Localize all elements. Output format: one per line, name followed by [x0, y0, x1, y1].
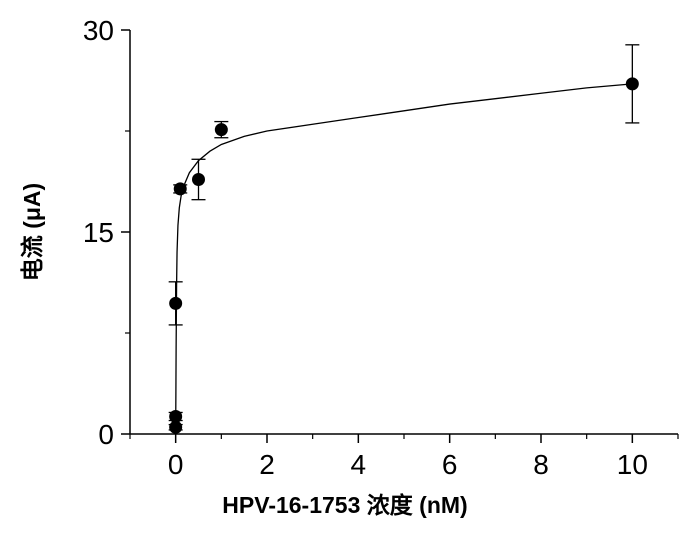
data-point	[168, 420, 183, 434]
axes: 0 2 4 6 8 10 0 15 30	[83, 15, 679, 480]
y-tick-label: 30	[83, 15, 114, 46]
x-tick-label: 8	[533, 449, 549, 480]
y-axis-title: 电流 (μA)	[19, 183, 45, 281]
y-tick-label: 0	[98, 419, 114, 450]
data-point	[173, 182, 188, 196]
x-tick-label: 10	[617, 449, 648, 480]
data-point	[168, 281, 183, 326]
data-point	[191, 158, 206, 201]
x-tick-label: 6	[442, 449, 458, 480]
y-tick-label: 15	[83, 217, 114, 248]
data-points-layer	[168, 44, 640, 434]
data-point	[214, 120, 229, 139]
x-axis-title: HPV-16-1753 浓度 (nM)	[222, 492, 467, 518]
labels-layer: HPV-16-1753 浓度 (nM) 电流 (μA)	[19, 183, 468, 518]
data-point-marker	[214, 123, 228, 137]
data-point	[168, 409, 183, 423]
x-tick-label: 4	[351, 449, 367, 480]
data-point-marker	[169, 296, 183, 310]
fit-curve-layer	[175, 83, 633, 429]
data-point-marker	[192, 172, 205, 186]
data-point-marker	[169, 420, 183, 434]
x-tick-label: 0	[168, 449, 184, 480]
data-point-marker	[169, 409, 183, 423]
x-tick-label: 2	[259, 449, 275, 480]
data-point	[625, 44, 640, 124]
fit-curve	[175, 83, 633, 429]
data-point-marker	[625, 77, 639, 91]
data-point-marker	[173, 182, 187, 196]
